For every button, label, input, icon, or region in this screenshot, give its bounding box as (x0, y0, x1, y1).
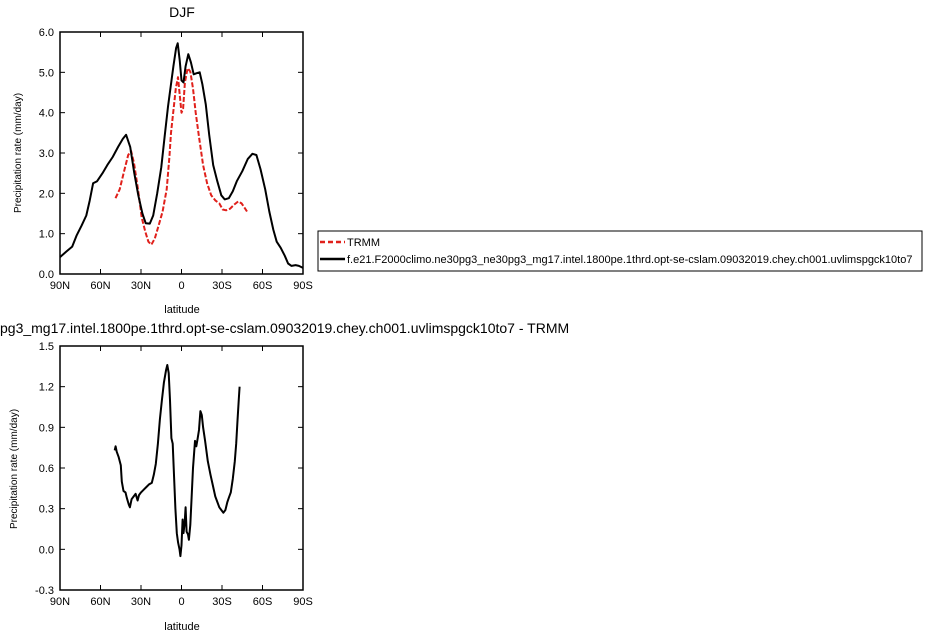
x-tick-label: 30S (212, 596, 232, 608)
y-tick-label: 1.0 (39, 229, 54, 241)
legend: TRMM f.e21.F2000climo.ne30pg3_ne30pg3_mg… (317, 230, 923, 272)
panel-djf: DJF Precipitation rate (mm/day) latitude… (13, 4, 313, 316)
x-axis-label: latitude (164, 621, 199, 633)
y-tick-label: 1.2 (39, 382, 54, 394)
series-line-0 (114, 67, 248, 246)
y-tick-label: 1.5 (39, 341, 54, 353)
y-tick-label: 0.3 (39, 504, 54, 516)
legend-label-model: f.e21.F2000climo.ne30pg3_ne30pg3_mg17.in… (347, 254, 912, 266)
x-tick-label: 90S (293, 280, 313, 292)
y-tick-labels: 0.0 1.0 2.0 3.0 4.0 5.0 6.0 (39, 27, 54, 281)
series-line-1 (59, 42, 304, 269)
legend-box (317, 230, 923, 272)
y-tick-label: 5.0 (39, 67, 54, 79)
y-axis-label: Precipitation rate (mm/day) (13, 93, 24, 213)
y-tick-label: 6.0 (39, 27, 54, 39)
y-tick-labels: -0.3 0.0 0.3 0.6 0.9 1.2 1.5 (35, 341, 54, 597)
x-tick-label: 60S (253, 596, 273, 608)
plot-frame (59, 345, 304, 591)
y-axis-label: Precipitation rate (mm/day) (9, 409, 20, 529)
x-tick-labels: 90N 60N 30N 0 30S 60S 90S (50, 596, 313, 608)
x-tick-label: 90N (50, 280, 70, 292)
plot-lines (59, 42, 304, 269)
x-tick-labels: 90N 60N 30N 0 30S 60S 90S (50, 280, 313, 292)
y-tick-label: -0.3 (35, 585, 54, 597)
y-tick-label: 3.0 (39, 148, 54, 160)
tick-marks (59, 31, 304, 275)
chart-title: pg3_mg17.intel.1800pe.1thrd.opt-se-cslam… (0, 320, 569, 336)
y-tick-label: 0.0 (39, 544, 54, 556)
series-line-0 (113, 364, 241, 558)
y-tick-label: 2.0 (39, 188, 54, 200)
x-tick-label: 0 (178, 596, 184, 608)
x-tick-label: 30N (131, 280, 151, 292)
x-tick-label: 30S (212, 280, 232, 292)
x-tick-label: 60N (90, 596, 110, 608)
y-tick-label: 4.0 (39, 108, 54, 120)
x-tick-label: 0 (178, 280, 184, 292)
x-tick-label: 60N (90, 280, 110, 292)
plot-lines (113, 364, 241, 558)
y-tick-label: 0.0 (39, 269, 54, 281)
chart-title: DJF (169, 4, 195, 20)
x-axis-label: latitude (164, 304, 199, 316)
x-tick-label: 30N (131, 596, 151, 608)
panel-difference: pg3_mg17.intel.1800pe.1thrd.opt-se-cslam… (0, 320, 569, 633)
x-tick-label: 90S (293, 596, 313, 608)
x-tick-label: 60S (253, 280, 273, 292)
x-tick-label: 90N (50, 596, 70, 608)
y-tick-label: 0.6 (39, 463, 54, 475)
plot-frame (59, 31, 304, 275)
y-tick-label: 0.9 (39, 422, 54, 434)
legend-label-trmm: TRMM (347, 237, 380, 249)
